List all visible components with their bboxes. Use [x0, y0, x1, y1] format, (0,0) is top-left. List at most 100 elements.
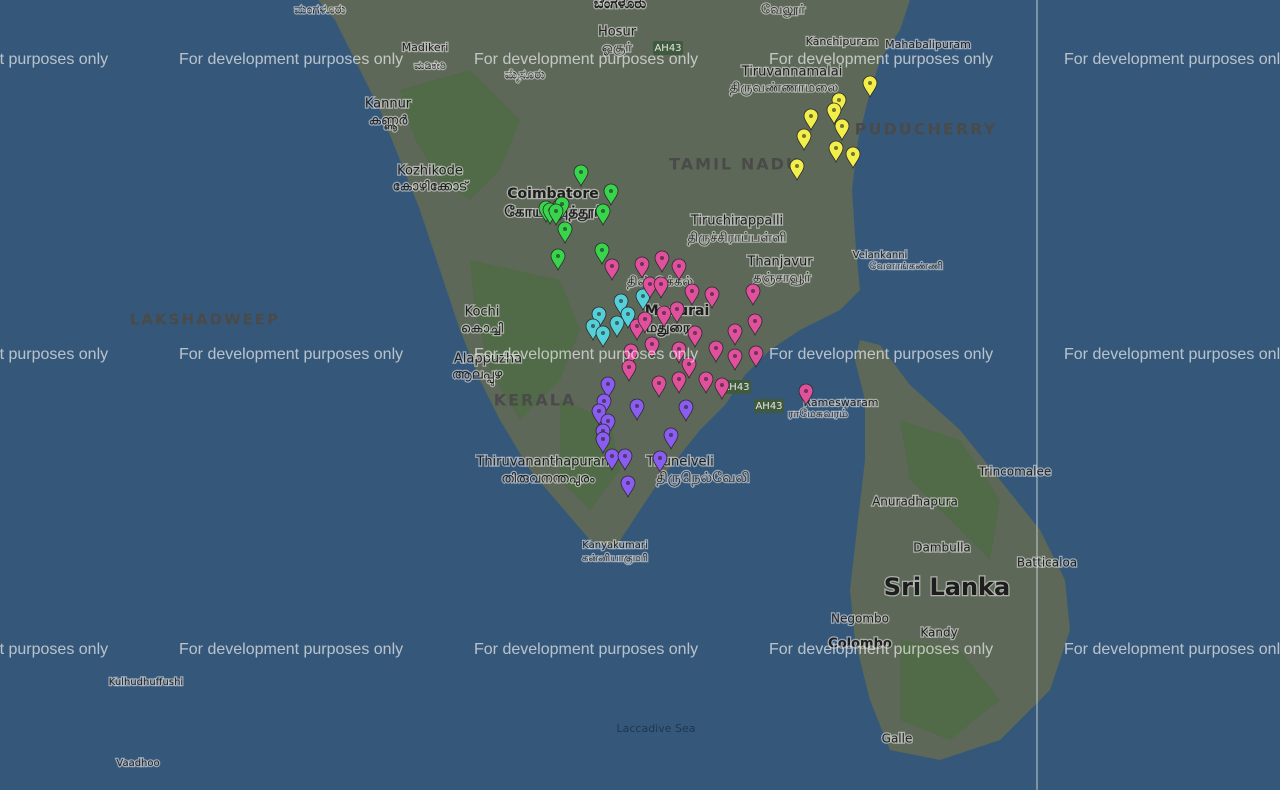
- marker-dot: [601, 331, 605, 335]
- map-marker[interactable]: [595, 431, 611, 455]
- map-marker[interactable]: [727, 323, 743, 347]
- map-marker[interactable]: [557, 221, 573, 245]
- watermark: For development purposes only: [474, 346, 698, 363]
- map-marker[interactable]: [834, 118, 850, 142]
- map-marker[interactable]: [745, 283, 761, 307]
- map-marker[interactable]: [663, 427, 679, 451]
- sea-label: Laccadive Sea: [616, 722, 695, 735]
- map-marker[interactable]: [603, 183, 619, 207]
- map-marker[interactable]: [704, 286, 720, 310]
- map-marker[interactable]: [828, 140, 844, 164]
- highway-shield: [754, 399, 784, 413]
- map-marker[interactable]: [548, 203, 564, 227]
- watermark: For development purposes only: [769, 641, 993, 658]
- marker-dot: [660, 256, 664, 260]
- marker-dot: [834, 146, 838, 150]
- map-marker[interactable]: [789, 158, 805, 182]
- marker-dot: [635, 404, 639, 408]
- region-label: PUDUCHERRY: [855, 120, 997, 139]
- place-label: Kanyakumari: [582, 540, 647, 551]
- map-marker[interactable]: [609, 315, 625, 339]
- map-marker[interactable]: [656, 305, 672, 329]
- map-marker[interactable]: [651, 375, 667, 399]
- map-marker[interactable]: [652, 450, 668, 474]
- map-marker[interactable]: [796, 128, 812, 152]
- region-label: TAMIL NADU: [669, 155, 801, 174]
- map-marker[interactable]: [617, 448, 633, 472]
- map-marker[interactable]: [678, 399, 694, 423]
- map-marker[interactable]: [671, 258, 687, 282]
- marker-dot: [687, 362, 691, 366]
- map-marker[interactable]: [798, 383, 814, 407]
- map-marker[interactable]: [629, 398, 645, 422]
- place-label: தஞ்சாவூர்: [753, 271, 811, 286]
- map-marker[interactable]: [623, 343, 639, 367]
- forest: [400, 70, 620, 510]
- region-label: KERALA: [494, 391, 577, 410]
- marker-dot: [710, 292, 714, 296]
- place-label: Tiruvannamalai: [741, 65, 843, 80]
- map-marker[interactable]: [600, 376, 616, 400]
- map-marker[interactable]: [621, 359, 637, 383]
- marker-dot: [609, 189, 613, 193]
- place-label: ஓசூர்: [602, 41, 632, 56]
- map-marker[interactable]: [698, 371, 714, 395]
- place-label: Coimbatore: [507, 186, 598, 202]
- marker-dot: [640, 262, 644, 266]
- map-marker[interactable]: [862, 75, 878, 99]
- place-label: ആലപ്പുഴ: [452, 368, 503, 386]
- map-marker[interactable]: [681, 356, 697, 380]
- map-marker[interactable]: [620, 475, 636, 499]
- marker-dot: [733, 329, 737, 333]
- map-marker[interactable]: [642, 276, 658, 300]
- marker-dot: [623, 454, 627, 458]
- place-label: வேளாங்கண்ணி: [869, 261, 943, 272]
- map-marker[interactable]: [748, 345, 764, 369]
- map-marker[interactable]: [550, 248, 566, 272]
- place-label: ಮೈಸೂರು: [505, 68, 545, 83]
- watermark: For development purposes only: [769, 51, 993, 68]
- map-marker[interactable]: [671, 341, 687, 365]
- map-marker[interactable]: [634, 256, 650, 280]
- place-label: Kochi: [465, 305, 500, 320]
- marker-dot: [560, 202, 564, 206]
- watermark: For development purposes only: [179, 51, 403, 68]
- map-marker[interactable]: [803, 108, 819, 132]
- map-marker[interactable]: [671, 371, 687, 395]
- map-marker[interactable]: [714, 377, 730, 401]
- map-marker[interactable]: [654, 250, 670, 274]
- place-label: Kulhudhuffushi: [109, 677, 183, 688]
- map-marker[interactable]: [684, 283, 700, 307]
- place-label: Kannur: [365, 97, 412, 112]
- map-marker[interactable]: [727, 348, 743, 372]
- marker-dot: [840, 124, 844, 128]
- map-marker[interactable]: [595, 325, 611, 349]
- map-marker[interactable]: [644, 336, 660, 360]
- map-marker[interactable]: [635, 288, 651, 312]
- place-label: ಬೆಂಗಳೂರು: [594, 0, 647, 12]
- marker-dot: [754, 351, 758, 355]
- markers: [538, 75, 878, 499]
- map-marker[interactable]: [653, 276, 669, 300]
- map-marker[interactable]: [604, 448, 620, 472]
- map-marker[interactable]: [826, 102, 842, 126]
- map-marker[interactable]: [687, 325, 703, 349]
- map-marker[interactable]: [747, 313, 763, 337]
- highway-label: AH43: [654, 43, 681, 54]
- place-label: மதுரை: [646, 320, 691, 336]
- map-marker[interactable]: [595, 203, 611, 227]
- marker-dot: [597, 409, 601, 413]
- map-marker[interactable]: [594, 242, 610, 266]
- map-marker[interactable]: [573, 164, 589, 188]
- map-marker[interactable]: [669, 301, 685, 325]
- marker-dot: [641, 294, 645, 298]
- map-marker[interactable]: [604, 258, 620, 282]
- place-label: Batticaloa: [1017, 556, 1077, 570]
- map-marker[interactable]: [708, 340, 724, 364]
- map-marker[interactable]: [845, 146, 861, 170]
- watermark: For development purposes only: [0, 346, 108, 363]
- place-label: Galle: [882, 732, 913, 746]
- place-label: Kandy: [920, 626, 957, 640]
- map-marker[interactable]: [637, 311, 653, 335]
